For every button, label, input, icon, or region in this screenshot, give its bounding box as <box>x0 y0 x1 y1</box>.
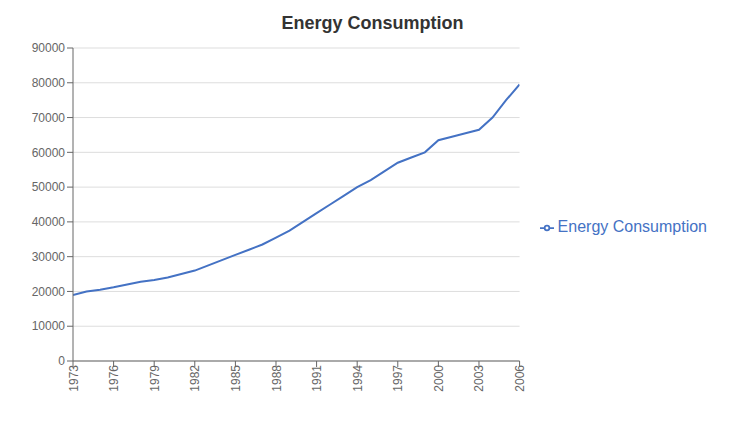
html-text:Energy Consumption: Energy Consumption <box>281 13 464 33</box>
svg-text:1991: 1991 <box>310 365 324 392</box>
svg-text:1979: 1979 <box>148 365 162 392</box>
svg-text:80000: 80000 <box>32 76 66 90</box>
svg-text:0: 0 <box>58 354 65 368</box>
svg-text:1976: 1976 <box>107 365 121 392</box>
svg-text:2003: 2003 <box>473 365 487 392</box>
svg-text:90000: 90000 <box>32 41 66 55</box>
svg-text:1982: 1982 <box>188 365 202 392</box>
svg-text:30000: 30000 <box>32 250 66 264</box>
svg-text:50000: 50000 <box>32 180 66 194</box>
svg-text:20000: 20000 <box>32 285 66 299</box>
svg-text:2000: 2000 <box>432 365 446 392</box>
svg-text:1973: 1973 <box>67 365 81 392</box>
svg-text:10000: 10000 <box>32 319 66 333</box>
svg-text:40000: 40000 <box>32 215 66 229</box>
svg-text:2006: 2006 <box>513 365 527 392</box>
svg-text:1994: 1994 <box>351 365 365 392</box>
html-text:Energy Consumption: Energy Consumption <box>557 218 707 235</box>
svg-text:70000: 70000 <box>32 111 66 125</box>
svg-text:60000: 60000 <box>32 146 66 160</box>
svg-text:1988: 1988 <box>270 365 284 392</box>
svg-text:1985: 1985 <box>229 365 243 392</box>
svg-text:1997: 1997 <box>391 365 405 392</box>
